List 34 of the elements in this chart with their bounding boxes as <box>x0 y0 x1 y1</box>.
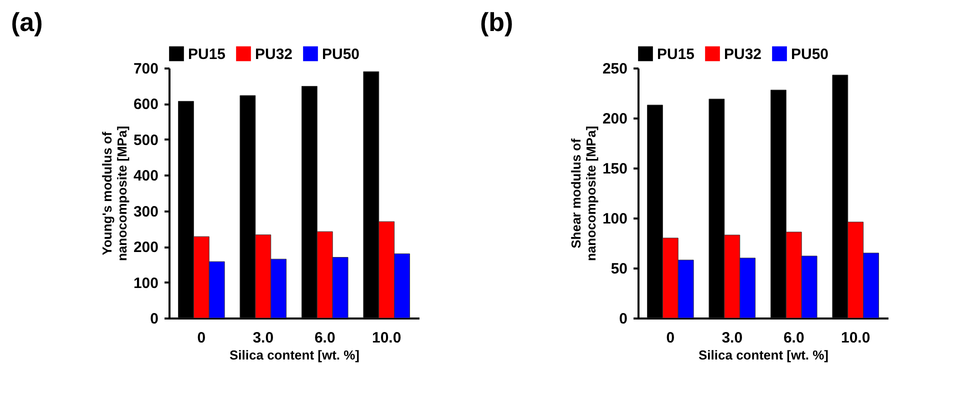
y-tick-label: 700 <box>133 60 158 78</box>
x-tick-label: 0 <box>197 330 206 346</box>
legend-label: PU15 <box>657 46 695 63</box>
x-tick-label: 3.0 <box>722 330 743 346</box>
y-tick-label: 200 <box>133 239 158 256</box>
y-tick-label: 0 <box>619 310 628 328</box>
x-axis-title: Silica content [wt. %] <box>698 348 829 362</box>
y-tick-label: 0 <box>150 310 158 328</box>
y-tick-label: 150 <box>602 160 628 178</box>
y-tick-label: 100 <box>133 274 158 292</box>
x-tick-label: 6.0 <box>314 330 336 346</box>
x-axis-title: Silica content [wt. %] <box>229 348 360 362</box>
chart-title: (b) <box>480 7 514 37</box>
legend-label: PU50 <box>322 46 360 63</box>
chart-title: (a) <box>10 7 43 37</box>
y-axis-title: Shear modulus of nanocomposite [MPa] <box>568 126 598 262</box>
y-tick-label: 50 <box>610 260 628 278</box>
legend-label: PU32 <box>255 46 293 63</box>
x-tick-label: 6.0 <box>783 330 804 346</box>
y-tick-label: 600 <box>133 96 158 114</box>
legend-label: PU50 <box>791 46 829 63</box>
y-tick-label: 500 <box>133 132 158 149</box>
legend-label: PU15 <box>188 46 226 63</box>
y-tick-label: 300 <box>133 203 158 220</box>
x-tick-label: 3.0 <box>252 330 274 346</box>
legend-label: PU32 <box>724 46 762 63</box>
y-axis-title: Young's modulus of nanocomposite [MPa] <box>99 126 130 262</box>
x-tick-label: 10.0 <box>372 330 402 346</box>
y-tick-label: 100 <box>602 210 628 228</box>
y-tick-label: 400 <box>133 168 158 185</box>
x-tick-label: 10.0 <box>840 330 870 346</box>
y-tick-label: 250 <box>602 60 628 78</box>
y-tick-label: 200 <box>602 110 628 128</box>
x-tick-label: 0 <box>666 330 675 346</box>
